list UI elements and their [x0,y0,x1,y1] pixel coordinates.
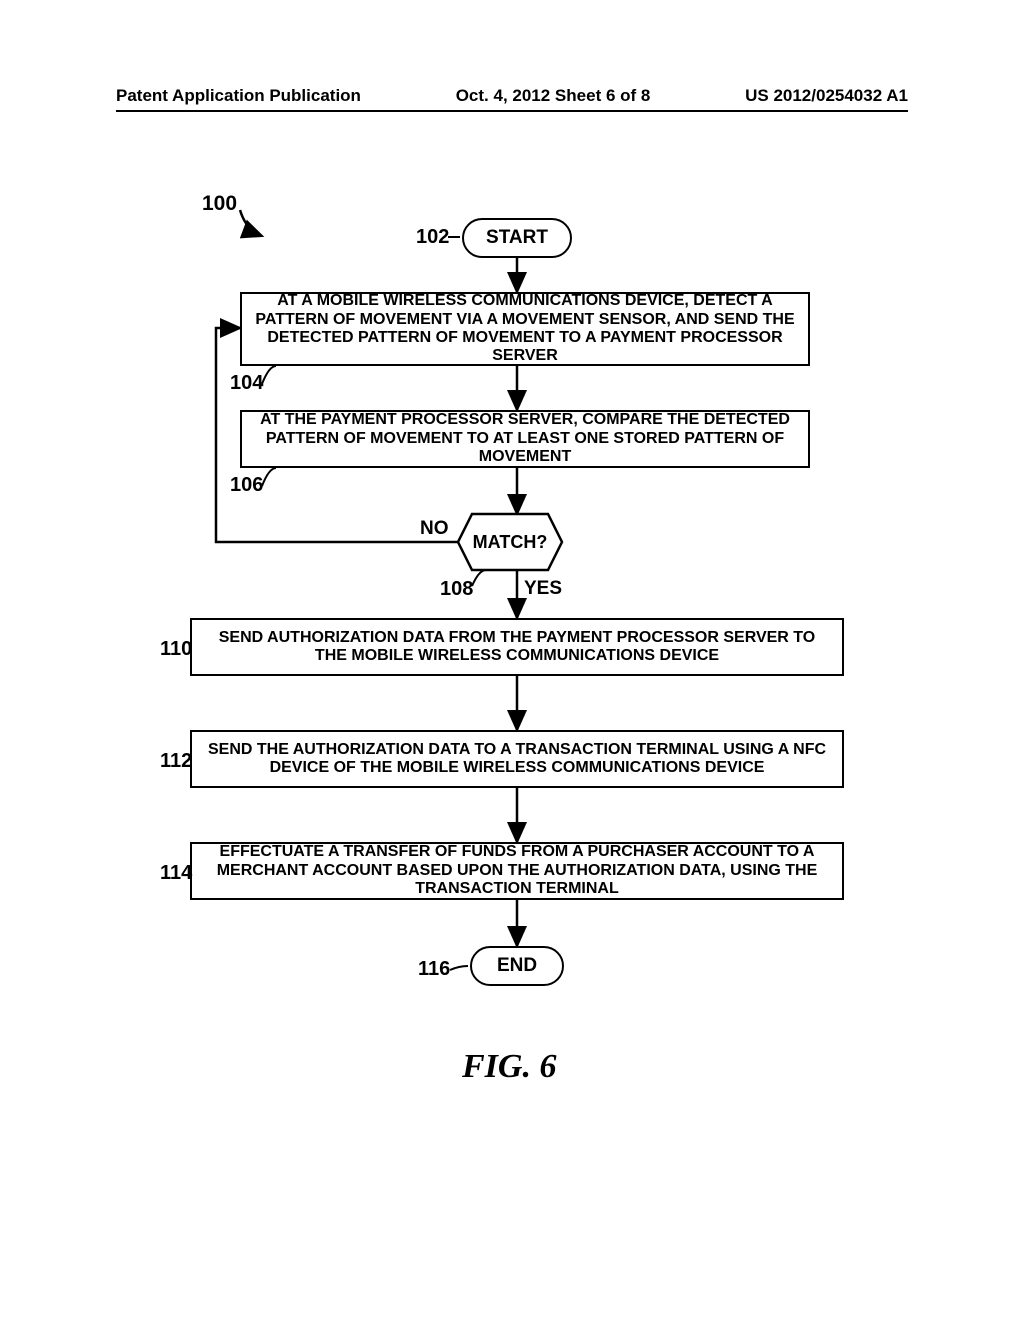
step-112-text: SEND THE AUTHORIZATION DATA TO A TRANSAC… [202,741,832,778]
ref-label-110: 110 [160,638,192,661]
flowchart-step-106: AT THE PAYMENT PROCESSOR SERVER, COMPARE… [240,410,810,468]
ref-label-102: 102 [416,226,449,249]
figure-caption: FIG. 6 [462,1048,556,1086]
ref-label-114: 114 [160,862,192,885]
step-104-text: AT A MOBILE WIRELESS COMMUNICATIONS DEVI… [252,292,798,366]
step-110-text: SEND AUTHORIZATION DATA FROM THE PAYMENT… [202,629,832,666]
ref-label-112: 112 [160,750,192,773]
step-106-text: AT THE PAYMENT PROCESSOR SERVER, COMPARE… [252,411,798,466]
ref-label-108: 108 [440,578,473,601]
decision-yes-label: YES [524,578,562,600]
step-114-text: EFFECTUATE A TRANSFER OF FUNDS FROM A PU… [202,843,832,898]
patent-page: Patent Application Publication Oct. 4, 2… [0,0,1024,1320]
end-label: END [497,955,537,976]
ref-label-106: 106 [230,474,263,497]
ref-label-116: 116 [418,958,450,981]
flowchart-step-112: SEND THE AUTHORIZATION DATA TO A TRANSAC… [190,730,844,788]
ref-label-100: 100 [202,192,237,216]
decision-no-label: NO [420,518,449,540]
ref-label-104: 104 [230,372,263,395]
flowchart-end: END [470,946,564,986]
svg-text:MATCH?: MATCH? [473,532,548,552]
flowchart-step-104: AT A MOBILE WIRELESS COMMUNICATIONS DEVI… [240,292,810,366]
flowchart-start: START [462,218,572,258]
start-label: START [486,227,548,248]
flowchart-step-110: SEND AUTHORIZATION DATA FROM THE PAYMENT… [190,618,844,676]
flowchart-step-114: EFFECTUATE A TRANSFER OF FUNDS FROM A PU… [190,842,844,900]
